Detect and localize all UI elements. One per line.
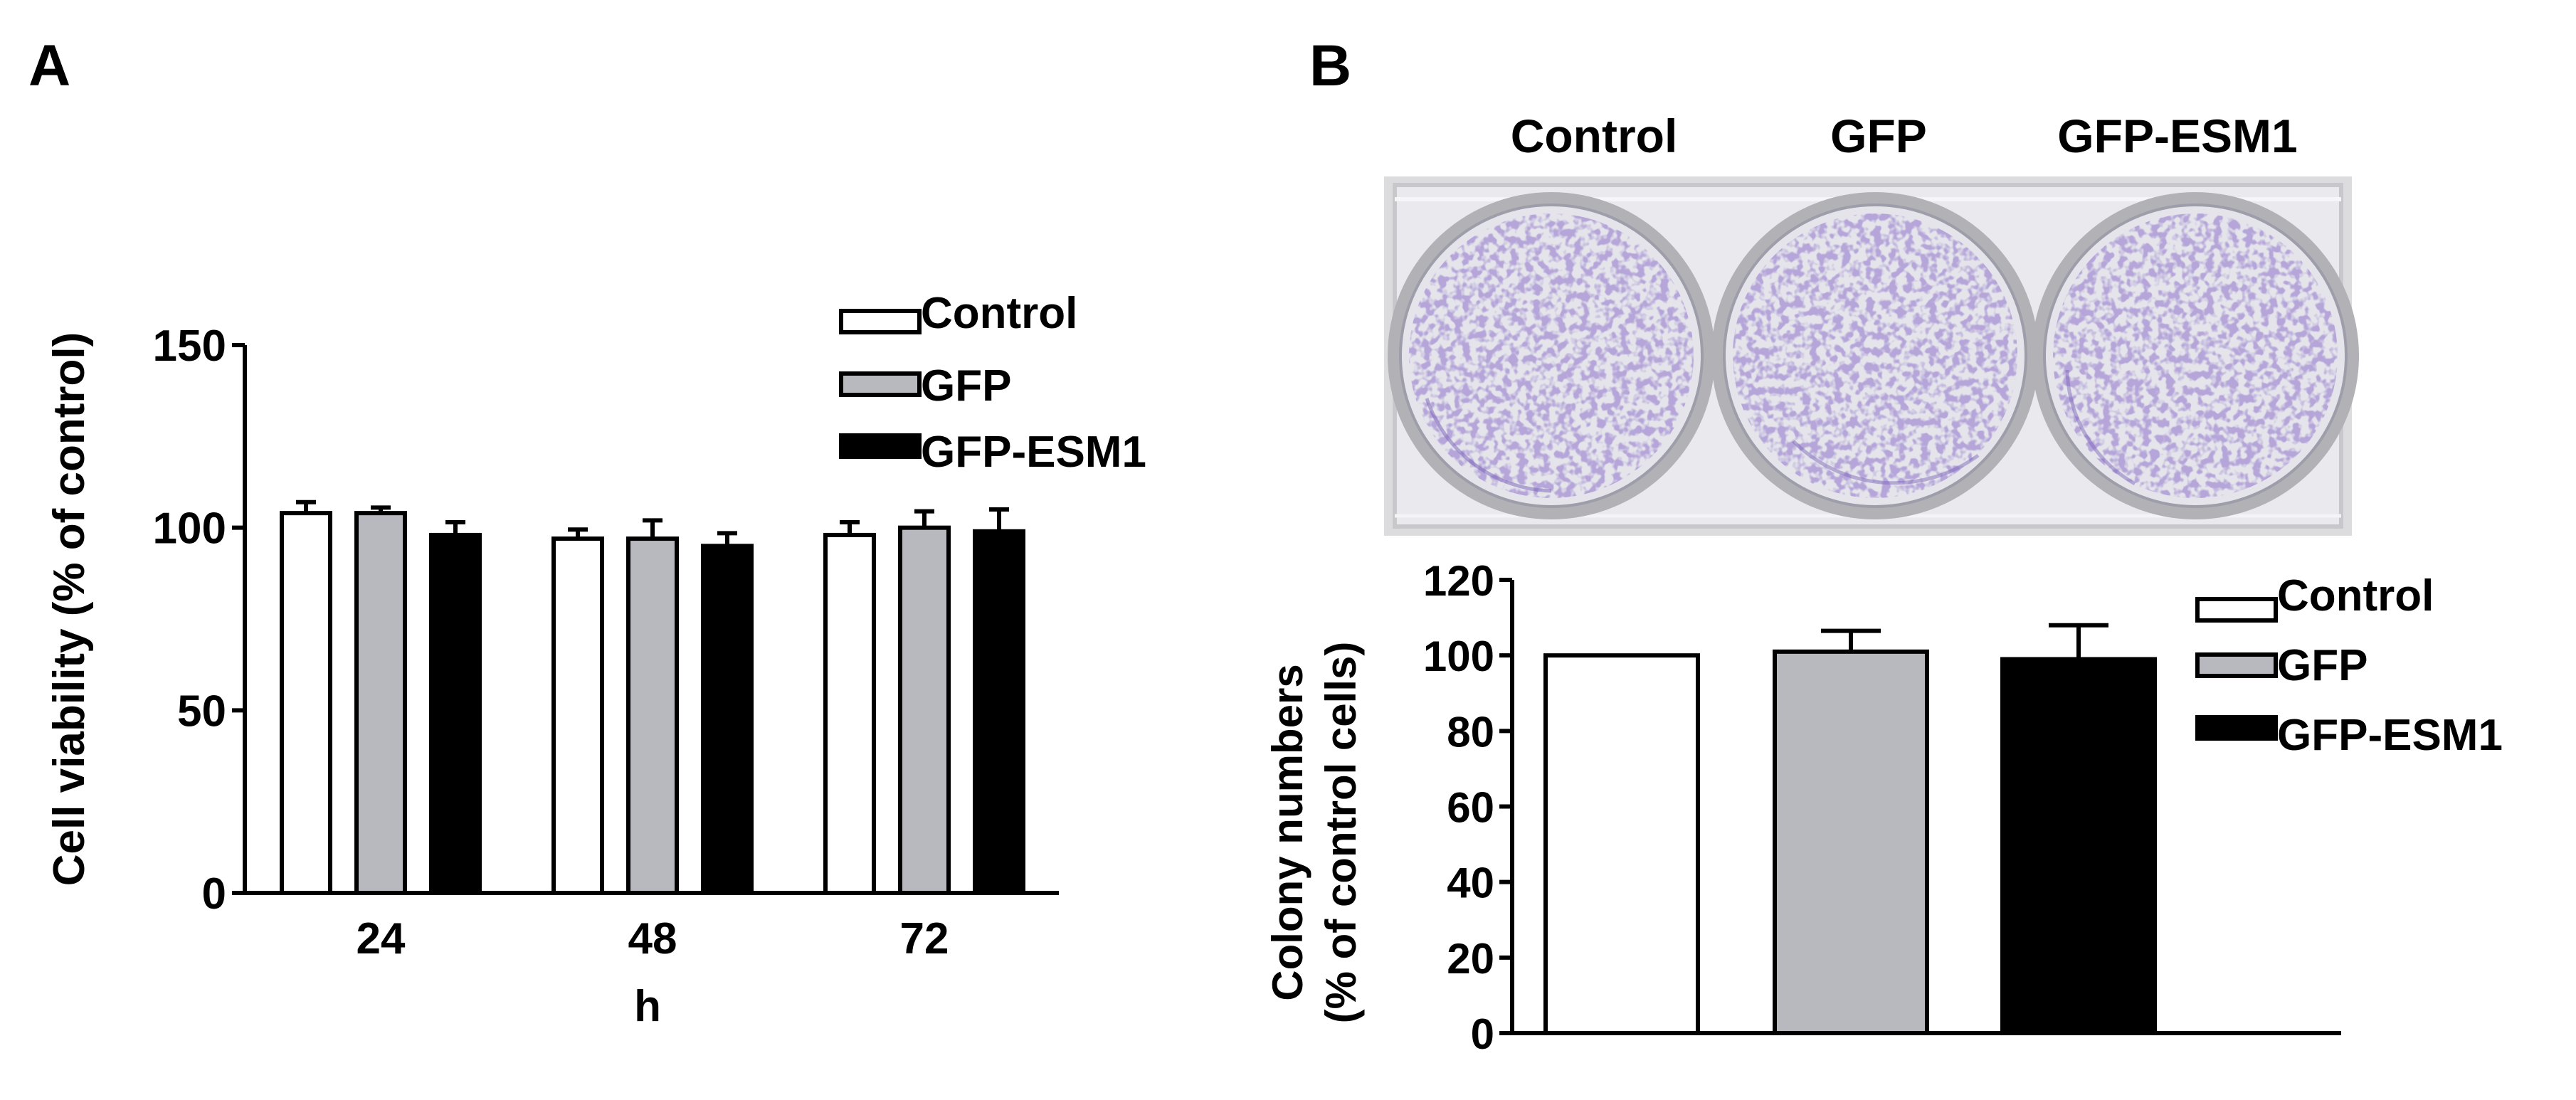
legend-label: GFP-ESM1: [2277, 711, 2503, 760]
plate-label-gfp-esm1: GFP-ESM1: [2057, 110, 2297, 162]
bar-control-72h: [823, 532, 876, 896]
panel-b: B Control GFP GFP-ESM1: [1264, 33, 2503, 1058]
panel-a-bars: [280, 499, 1025, 896]
legend-label: GFP: [921, 361, 1011, 411]
legend-label: GFP-ESM1: [921, 428, 1146, 477]
dish-control: [1388, 192, 1715, 519]
panel-a-label: A: [28, 33, 70, 98]
y-tick-label: 0: [202, 869, 226, 919]
y-tick-label: 150: [153, 322, 226, 371]
error-bar-gfp-72h: [914, 509, 934, 528]
y-tick-label: 20: [1447, 935, 1494, 983]
plate-label-gfp: GFP: [1830, 110, 1927, 162]
bar-control: [1543, 653, 1700, 1035]
error-bar-control-48h: [568, 527, 588, 539]
error-bar-gfp: [1821, 628, 1881, 652]
error-bar-gfp-esm1-48h: [717, 531, 737, 546]
bar-control-24h: [280, 511, 332, 895]
panel-b-legend: Control GFP GFP-ESM1: [2195, 571, 2503, 760]
panel-a-x-axis-label: h: [634, 982, 661, 1031]
x-tick-label: 24: [357, 914, 406, 963]
error-bar-gfp-esm1-72h: [989, 507, 1009, 532]
bar-gfp-esm1-72h: [973, 529, 1025, 895]
error-bar-gfp-48h: [643, 518, 663, 539]
y-tick-label: 80: [1447, 708, 1494, 756]
legend-item-control: Control: [2195, 571, 2434, 623]
y-tick-label: 60: [1447, 784, 1494, 832]
bar-gfp-esm1-24h: [429, 532, 482, 896]
panel-b-label: B: [1309, 33, 1351, 98]
panel-a: A Cell viability (% of control) 0 50 100 15…: [28, 33, 1146, 1031]
y-tick-label: 50: [177, 687, 226, 736]
bar-gfp-esm1-48h: [701, 544, 754, 895]
legend-label: GFP: [2277, 641, 2368, 690]
legend-label: Control: [2277, 571, 2434, 620]
bar-gfp: [1773, 649, 1929, 1035]
y-tick-label: 100: [153, 504, 226, 554]
x-tick-label: 48: [628, 914, 677, 963]
y-tick-label: 120: [1423, 557, 1494, 605]
panel-b-y-tick-labels: 0 20 40 60 80 100 120: [1423, 557, 1512, 1058]
legend-item-gfp: GFP: [2195, 641, 2368, 690]
error-bar-control-72h: [840, 519, 860, 535]
panel-a-x-tick-labels: 24 48 72: [357, 914, 949, 963]
bar-gfp-48h: [626, 536, 679, 895]
bar-control-48h: [551, 536, 604, 895]
dish-gfp: [1711, 192, 2039, 519]
panel-b-y-axis-label-line2: (% of control cells): [1317, 642, 1365, 1024]
legend-item-gfp: GFP: [839, 361, 1011, 411]
legend-item-gfp-esm1: GFP-ESM1: [2195, 711, 2503, 760]
panel-a-legend: Control GFP GFP-ESM1: [839, 289, 1146, 477]
y-tick-label: 100: [1423, 633, 1494, 680]
colony-plate-photo: [1384, 176, 2359, 536]
y-tick-label: 0: [1471, 1010, 1494, 1058]
x-tick-label: 72: [900, 914, 949, 963]
legend-item-control: Control: [839, 289, 1077, 338]
panel-b-y-axis-label-line1: Colony numbers: [1264, 664, 1311, 1000]
legend-item-gfp-esm1: GFP-ESM1: [839, 428, 1146, 477]
panel-b-bars: [1543, 623, 2157, 1035]
error-bar-control-24h: [296, 499, 316, 514]
bar-gfp-24h: [354, 511, 407, 895]
bar-gfp-72h: [898, 525, 951, 895]
error-bar-gfp-esm1: [2049, 623, 2108, 660]
legend-label: Control: [921, 289, 1077, 338]
dish-gfp-esm1: [2032, 192, 2359, 519]
bar-gfp-esm1: [2000, 657, 2157, 1035]
y-tick-label: 40: [1447, 860, 1494, 907]
error-bar-gfp-esm1-24h: [445, 519, 465, 535]
error-bar-gfp-24h: [371, 505, 391, 514]
panel-a-y-tick-labels: 0 50 100 150: [153, 322, 245, 919]
panel-a-y-axis-label: Cell viability (% of control): [45, 332, 94, 887]
plate-label-control: Control: [1511, 110, 1678, 162]
